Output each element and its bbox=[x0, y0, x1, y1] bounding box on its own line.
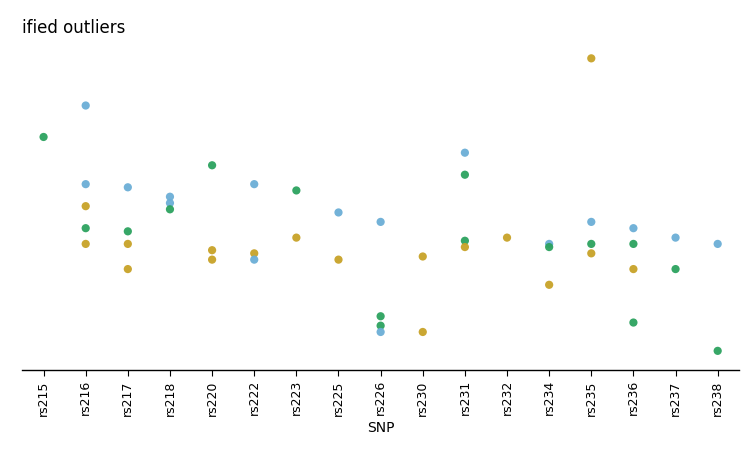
Point bbox=[206, 246, 218, 254]
Point bbox=[164, 199, 176, 207]
Point bbox=[374, 322, 387, 329]
Point bbox=[374, 312, 387, 320]
Point bbox=[374, 328, 387, 336]
Point bbox=[628, 224, 640, 232]
Point bbox=[459, 243, 471, 251]
Point bbox=[290, 234, 302, 241]
Point bbox=[585, 55, 597, 62]
Point bbox=[38, 133, 50, 141]
Point bbox=[248, 181, 260, 188]
Point bbox=[374, 218, 387, 226]
X-axis label: SNP: SNP bbox=[367, 421, 394, 435]
Point bbox=[501, 234, 513, 241]
Point bbox=[122, 240, 134, 248]
Point bbox=[332, 209, 344, 216]
Point bbox=[164, 206, 176, 213]
Point bbox=[80, 224, 92, 232]
Text: ified outliers: ified outliers bbox=[22, 19, 126, 37]
Point bbox=[122, 265, 134, 273]
Point bbox=[585, 249, 597, 257]
Point bbox=[80, 181, 92, 188]
Point bbox=[290, 187, 302, 194]
Point bbox=[628, 319, 640, 326]
Point bbox=[670, 265, 682, 273]
Point bbox=[417, 253, 429, 260]
Point bbox=[543, 281, 555, 289]
Point bbox=[122, 183, 134, 191]
Point bbox=[332, 256, 344, 264]
Point bbox=[585, 218, 597, 226]
Point bbox=[206, 256, 218, 264]
Point bbox=[585, 240, 597, 248]
Point bbox=[459, 149, 471, 156]
Point bbox=[543, 240, 555, 248]
Point bbox=[712, 347, 724, 355]
Point bbox=[628, 240, 640, 248]
Point bbox=[543, 243, 555, 251]
Point bbox=[417, 328, 429, 336]
Point bbox=[459, 237, 471, 245]
Point bbox=[164, 193, 176, 201]
Point bbox=[80, 240, 92, 248]
Point bbox=[248, 249, 260, 257]
Point bbox=[712, 240, 724, 248]
Point bbox=[80, 102, 92, 109]
Point bbox=[248, 256, 260, 264]
Point bbox=[628, 265, 640, 273]
Point bbox=[80, 202, 92, 210]
Point bbox=[122, 228, 134, 235]
Point bbox=[206, 162, 218, 169]
Point bbox=[670, 234, 682, 241]
Point bbox=[459, 171, 471, 179]
